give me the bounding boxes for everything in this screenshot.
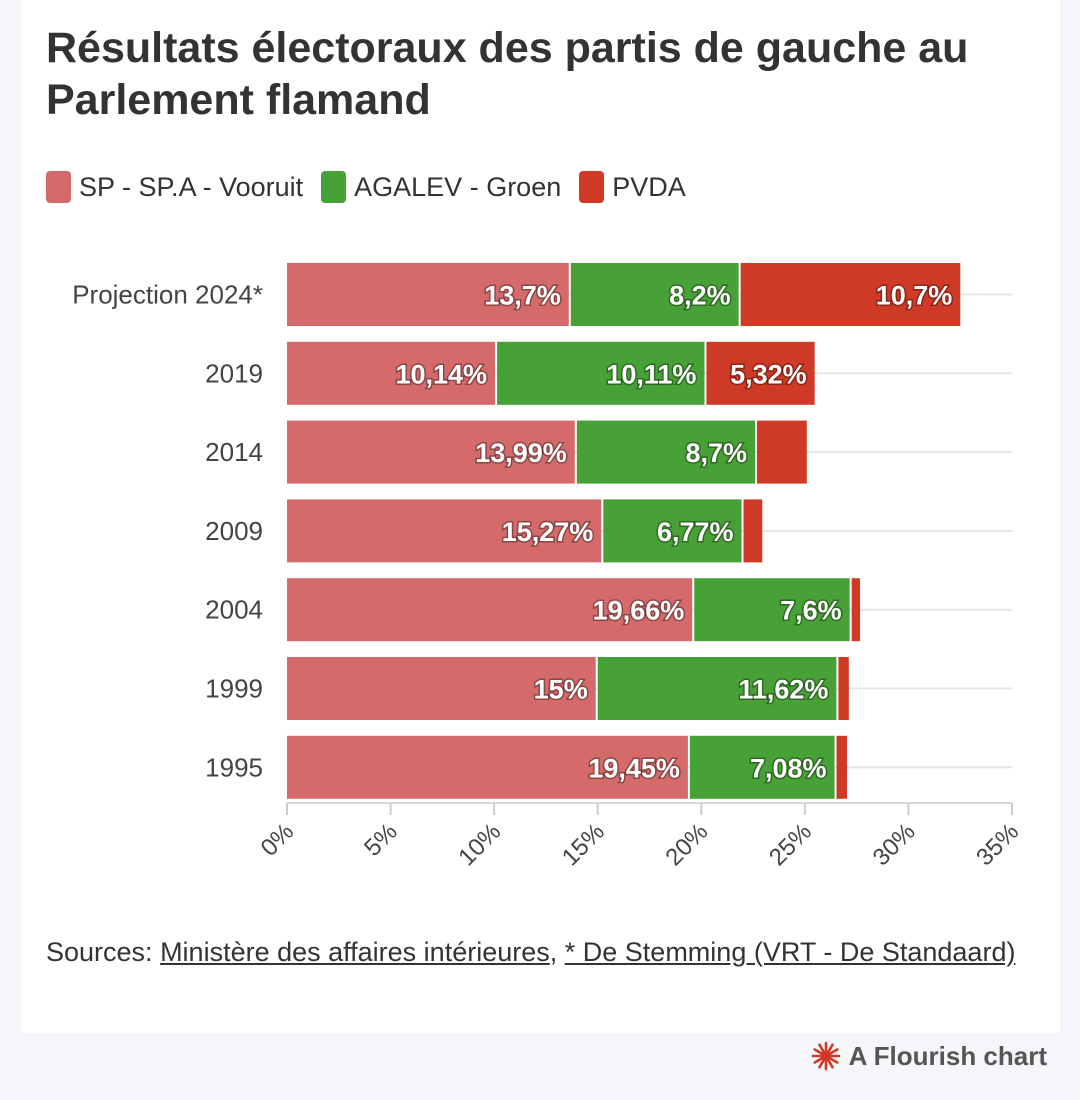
flourish-logo-ray [827, 1048, 839, 1056]
bar-segment [570, 263, 739, 326]
bar-segment [497, 341, 705, 405]
data-label: 13,99% [475, 438, 567, 468]
bar-segment [576, 420, 756, 484]
category-label: 2004 [205, 595, 263, 625]
flourish-logo-ray [826, 1043, 834, 1054]
bar-segment [287, 499, 602, 563]
bar-segment [597, 657, 837, 720]
bar-segment [287, 263, 569, 326]
flourish-logo-ray [826, 1058, 834, 1069]
sources-prefix: Sources: [46, 937, 161, 967]
category-label: 1995 [205, 752, 263, 782]
category-label: 2009 [205, 516, 263, 546]
x-tick-label: 20% [660, 818, 713, 871]
data-label: 7,6% [780, 596, 842, 626]
data-label: 8,2% [669, 281, 731, 311]
legend: SP - SP.A - Vooruit AGALEV - Groen PVDA [46, 167, 704, 207]
data-label: 6,77% [657, 517, 734, 547]
x-tick-label: 35% [971, 818, 1024, 871]
bar-segment [603, 499, 742, 563]
flourish-logo-ray [817, 1058, 825, 1069]
x-tick-label: 10% [453, 818, 506, 871]
x-tick-label: 15% [557, 818, 610, 871]
chart-card: Résultats électoraux des partis de gauch… [22, 0, 1060, 1033]
data-label: 19,45% [588, 753, 680, 783]
data-label: 10,7% [876, 281, 953, 311]
x-tick-label: 30% [868, 818, 921, 871]
sources-separator: , [549, 937, 565, 967]
category-label: 2014 [205, 437, 263, 467]
data-label: 5,32% [730, 359, 807, 389]
flourish-credit-label: A Flourish chart [848, 1040, 1047, 1071]
bar-chart: 0% 5% 10% 15% 20% 25% 30% 35% Projection 2024* 13… [72, 263, 1024, 871]
flourish-credit[interactable]: A Flourish chart [811, 1036, 1047, 1076]
bar-segment [851, 578, 861, 642]
x-tick-label: 0% [256, 818, 300, 862]
legend-item-pvda[interactable]: PVDA [579, 171, 686, 203]
legend-label-sp: SP - SP.A - Vooruit [79, 171, 304, 202]
bar-segment [287, 341, 496, 405]
legend-swatch-groen [321, 171, 347, 203]
legend-item-sp[interactable]: SP - SP.A - Vooruit [46, 171, 303, 203]
legend-swatch-sp [46, 171, 71, 203]
chart-title: Résultats électoraux des partis de gauch… [46, 24, 969, 124]
bar-segment [706, 341, 815, 405]
legend-label-groen: AGALEV - Groen [354, 171, 562, 202]
data-label: 8,7% [685, 438, 747, 468]
x-tick-label: 25% [764, 818, 817, 871]
category-label: 1999 [205, 674, 263, 704]
data-label: 15,27% [502, 517, 594, 547]
category-label: 2019 [205, 358, 263, 388]
data-label: 13,7% [484, 281, 561, 311]
flourish-logo-ray [813, 1056, 824, 1064]
legend-label-pvda: PVDA [612, 171, 686, 202]
data-label: 19,66% [593, 596, 685, 626]
data-label: 11,62% [738, 675, 828, 705]
data-label: 15% [534, 675, 588, 705]
legend-item-groen[interactable]: AGALEV - Groen [321, 171, 561, 203]
x-tick-label: 5% [359, 818, 403, 862]
bar-segment [287, 420, 575, 484]
data-label: 7,08% [750, 753, 827, 783]
bar-segment [694, 578, 850, 642]
bar-segment [287, 735, 688, 799]
flourish-logo-ray [827, 1056, 839, 1064]
source-link-ministere[interactable]: Ministère des affaires intérieures [160, 937, 550, 967]
flourish-logo-icon [811, 1041, 840, 1071]
category-label: Projection 2024* [72, 280, 263, 310]
data-label: 10,14% [395, 359, 487, 389]
flourish-logo-ray [817, 1043, 825, 1054]
bar-segment [287, 578, 693, 642]
data-label: 10,11% [606, 359, 696, 389]
bar-segment [836, 735, 847, 799]
sources-note: Sources: Ministère des affaires intérieu… [46, 932, 1036, 972]
flourish-logo-ray [813, 1048, 824, 1056]
bar-segment [287, 657, 596, 720]
bar-segment [743, 499, 763, 563]
bar-segment [757, 420, 807, 484]
bar-segment [740, 263, 961, 326]
legend-swatch-pvda [579, 171, 605, 203]
bar-segment [689, 735, 835, 799]
bar-segment [838, 657, 849, 720]
source-link-de-stemming[interactable]: * De Stemming (VRT - De Standaard) [564, 937, 1016, 967]
